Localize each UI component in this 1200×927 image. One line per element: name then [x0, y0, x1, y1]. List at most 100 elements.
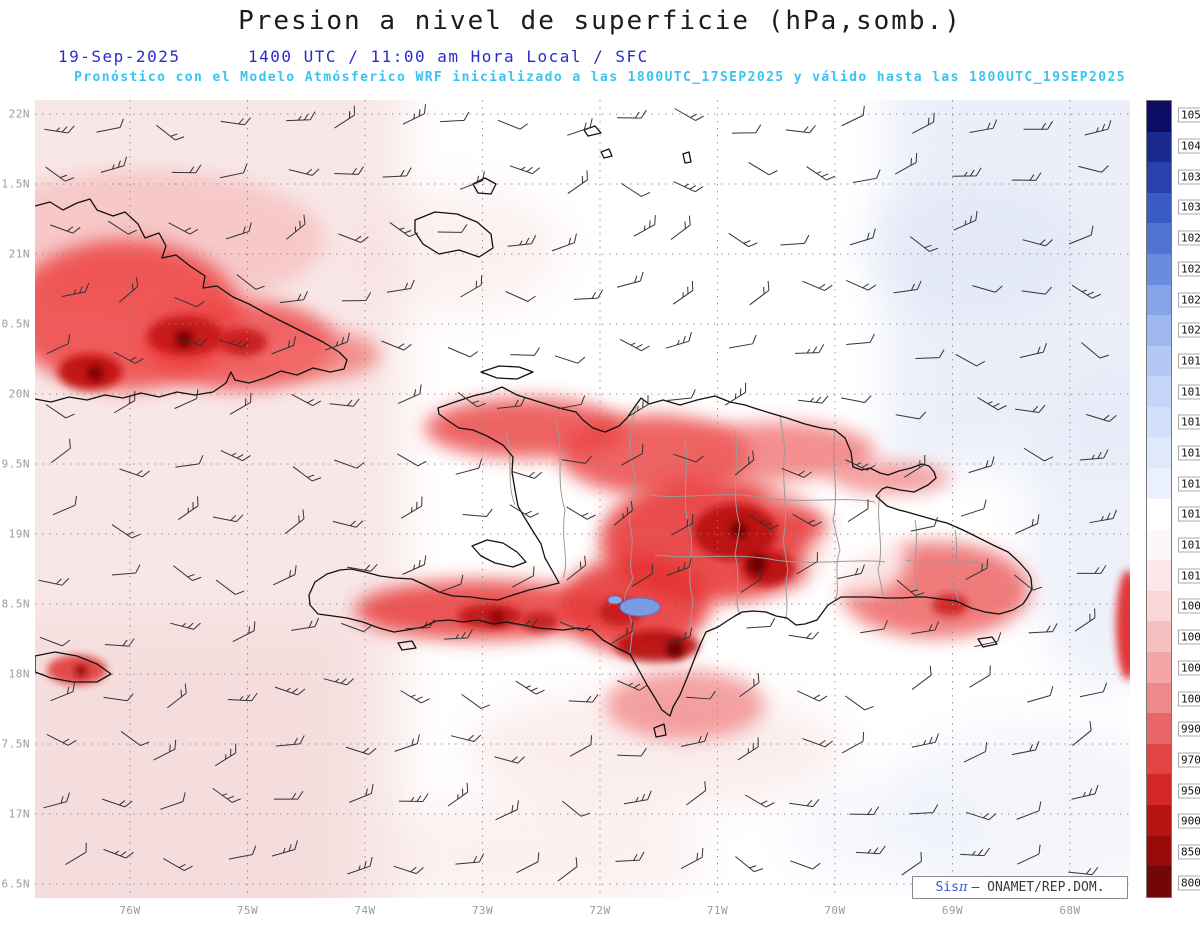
wind-barb [802, 280, 833, 292]
colorbar-label: 970 [1178, 752, 1200, 768]
wind-barb [220, 117, 252, 126]
colorbar-cell [1147, 192, 1171, 224]
wind-barb [104, 638, 135, 647]
wind-barb [495, 800, 519, 821]
wind-barb [102, 798, 133, 808]
wind-barb [507, 235, 537, 247]
y-tick-label: 22N [8, 107, 30, 121]
wind-barb [955, 353, 986, 367]
wind-barb [273, 565, 297, 586]
colorbar-cell [1147, 468, 1171, 499]
wind-barb [345, 746, 377, 755]
wind-barb [1079, 449, 1109, 461]
wind-barb [617, 680, 648, 691]
watermark: Sis π – ONAMET/REP.DOM. [912, 876, 1128, 899]
wind-barb [894, 152, 918, 175]
wind-barb [334, 459, 365, 469]
wind-barb [163, 858, 193, 872]
colorbar-label: 1006 [1178, 629, 1200, 645]
wind-barb [507, 619, 538, 628]
wind-barb [156, 124, 185, 141]
y-tick-label: 7.5N [1, 737, 30, 751]
wind-barb [1074, 608, 1096, 632]
wind-barb [619, 339, 650, 352]
colorbar-cell [1147, 131, 1171, 163]
wind-barb [841, 395, 872, 403]
wind-barb [1015, 404, 1046, 413]
wind-barb [633, 215, 656, 237]
colorbar-cell [1147, 437, 1171, 469]
wind-barb [794, 344, 825, 354]
wind-barb [734, 450, 755, 476]
wind-barb [153, 739, 177, 761]
wind-barb [347, 856, 373, 875]
wind-barb [792, 513, 822, 527]
wind-barb [402, 555, 427, 575]
wind-barb [212, 787, 241, 803]
wind-barb [841, 105, 865, 127]
wind-barb [806, 166, 836, 181]
colorbar-cell [1147, 345, 1171, 377]
wind-barb [557, 857, 578, 882]
wind-barb [896, 579, 925, 597]
wind-barb [737, 737, 759, 761]
y-tick-label: 0.5N [1, 317, 30, 331]
wind-barb [460, 275, 483, 298]
wind-barb [977, 396, 1007, 411]
wind-barb [170, 622, 201, 630]
wind-barb [1071, 784, 1099, 800]
wind-barb [381, 340, 412, 351]
wind-barb [746, 617, 776, 629]
wind-barb [292, 466, 322, 482]
wind-barb [457, 391, 487, 408]
wind-barb [510, 347, 540, 356]
colorbar-cell [1147, 376, 1171, 408]
wind-barb [341, 292, 372, 302]
colorbar-label: 1019 [1178, 353, 1200, 369]
wind-barb [904, 455, 926, 478]
wind-barb [274, 686, 306, 696]
wind-barb [666, 558, 692, 577]
y-tick-label: 17N [8, 807, 30, 821]
colorbar-label: 1030 [1178, 199, 1200, 215]
colorbar-cell [1147, 529, 1171, 561]
wind-barb [1084, 120, 1112, 136]
wind-barb [1016, 801, 1042, 820]
wind-barb [1081, 342, 1110, 359]
wind-barb [1086, 414, 1117, 422]
colorbar-label: 1012 [1178, 537, 1200, 553]
wind-barb [397, 384, 422, 405]
wind-barb [893, 280, 922, 294]
colorbar-label: 1038 [1178, 169, 1200, 185]
wind-barb [50, 438, 71, 464]
wind-barb [167, 683, 187, 709]
colorbar-label: 800 [1178, 875, 1200, 891]
colorbar-label: 1020 [1178, 322, 1200, 338]
wind-barb [623, 790, 652, 805]
y-tick-label: 18N [8, 667, 30, 681]
wind-barb [103, 693, 134, 702]
wind-barb [334, 166, 365, 175]
colorbar-cell [1147, 651, 1171, 683]
wind-barb [329, 398, 360, 407]
colorbar-cell [1147, 254, 1171, 285]
wind-barb [398, 793, 429, 803]
wind-barb [846, 279, 877, 291]
wind-barb [740, 569, 762, 593]
wind-barb [568, 694, 599, 703]
wind-barb [1017, 844, 1041, 865]
wind-barb [780, 234, 810, 246]
wind-barb [845, 459, 876, 471]
wind-barb [348, 784, 374, 803]
colorbar-label: 1015 [1178, 476, 1200, 492]
colorbar-label: 1016 [1178, 445, 1200, 461]
wind-barb [288, 168, 320, 176]
wind-barb [968, 456, 995, 474]
wind-barb [667, 389, 696, 402]
x-tick-label: 74W [354, 904, 376, 917]
wind-barb [617, 109, 647, 119]
wind-barb [847, 499, 869, 523]
watermark-org: – ONAMET/REP.DOM. [971, 880, 1105, 895]
wind-barb [963, 742, 988, 763]
wind-barb [841, 731, 865, 754]
